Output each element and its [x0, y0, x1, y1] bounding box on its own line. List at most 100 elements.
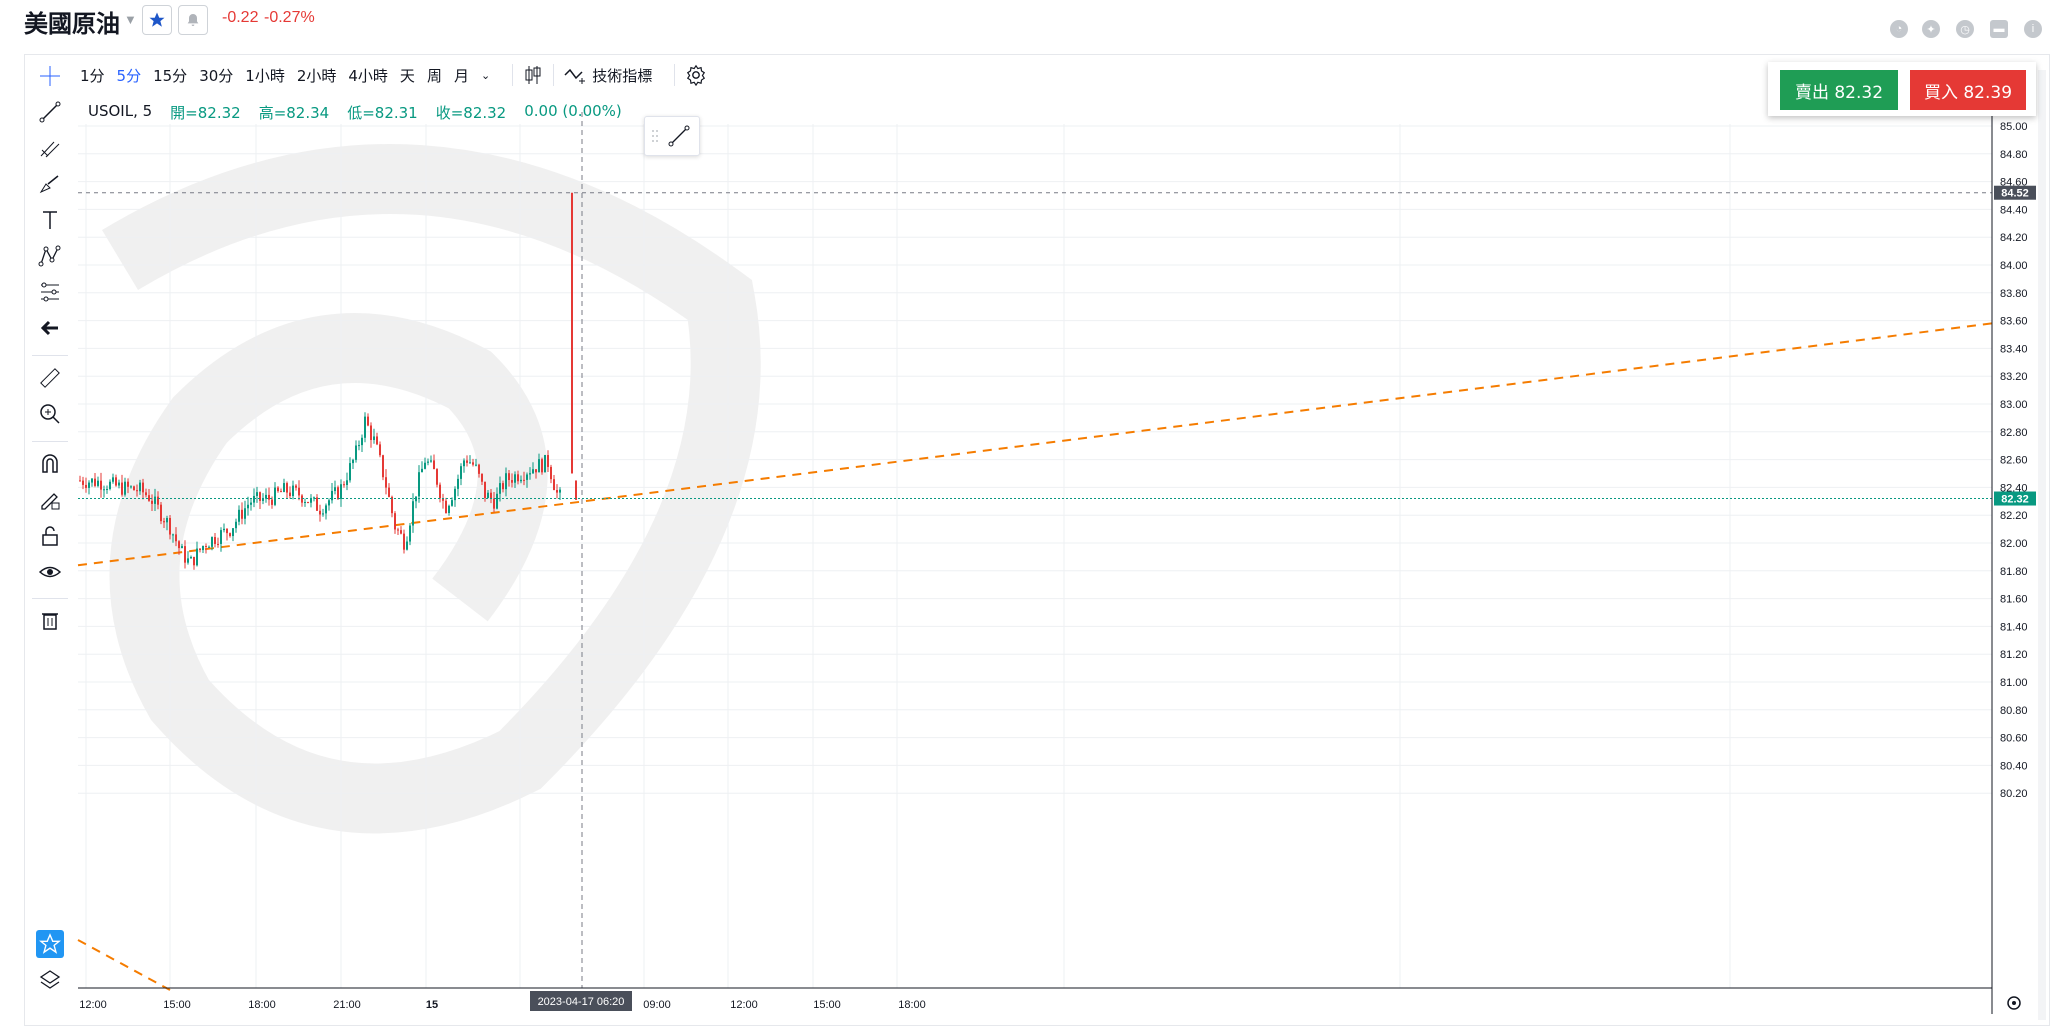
- candle-body: [424, 462, 426, 469]
- timeframe-day[interactable]: 天: [399, 66, 415, 85]
- price-tick-label: 80.60: [2000, 733, 2028, 745]
- text-tool-icon[interactable]: [36, 206, 64, 234]
- brush-tool-icon[interactable]: [36, 170, 64, 198]
- price-tick-label: 80.80: [2000, 705, 2028, 717]
- timeframe-1h[interactable]: 1小時: [245, 66, 285, 85]
- zoom-in-icon[interactable]: [36, 400, 64, 428]
- chevron-down-icon[interactable]: ▼: [124, 12, 137, 27]
- price-tick-label: 82.40: [2000, 482, 2028, 494]
- candle-body: [502, 483, 504, 490]
- candle-body: [94, 478, 96, 486]
- indicators-icon[interactable]: [564, 66, 588, 84]
- candle-body: [373, 436, 375, 441]
- magnet-icon[interactable]: [36, 450, 64, 478]
- trend-line-tool-icon[interactable]: [645, 117, 699, 155]
- candle-body: [247, 504, 249, 509]
- price-tick-label: 84.00: [2000, 260, 2028, 272]
- timeframe-2h[interactable]: 2小時: [296, 66, 337, 85]
- legend-close: 收=82.32: [435, 104, 507, 122]
- sell-button[interactable]: 賣出 82.32: [1780, 70, 1898, 110]
- favorite-star-button[interactable]: [142, 5, 172, 35]
- layers-icon[interactable]: [36, 966, 64, 994]
- time-tick-label: 12:00: [79, 999, 107, 1011]
- time-tick-label: 18:00: [248, 999, 276, 1011]
- candle-body: [298, 487, 300, 496]
- candle-body: [469, 462, 471, 464]
- measure-tool-icon[interactable]: [36, 278, 64, 306]
- pattern-tool-icon[interactable]: [36, 242, 64, 270]
- unlock-icon[interactable]: [36, 522, 64, 550]
- candle-body: [367, 416, 369, 426]
- price-tick-label: 83.60: [2000, 316, 2028, 328]
- timeframe-1m[interactable]: 1分: [80, 66, 105, 85]
- timeframe-week[interactable]: 周: [426, 66, 442, 85]
- back-arrow-icon[interactable]: [36, 314, 64, 342]
- crosshair-time-bg: [530, 991, 632, 1011]
- candle-body: [457, 478, 459, 489]
- candle-body: [79, 480, 81, 482]
- candle-body: [460, 466, 462, 479]
- eye-icon[interactable]: [36, 558, 64, 586]
- candle-body: [535, 469, 537, 473]
- candle-body: [85, 484, 87, 488]
- star-icon: [149, 12, 165, 27]
- trend-lines: [77, 322, 1993, 991]
- candle-body: [115, 477, 117, 486]
- symbol-label[interactable]: USOIL, 5: [88, 102, 153, 120]
- candle-body: [538, 459, 540, 473]
- right-scroll-strip[interactable]: [2038, 70, 2046, 1020]
- compass-icon[interactable]: ✦: [1922, 20, 1940, 38]
- candle-body: [544, 455, 546, 473]
- clock-icon[interactable]: ◷: [1956, 20, 1974, 38]
- candle-body: [100, 480, 102, 490]
- toolbar-divider: [32, 598, 68, 599]
- price-axis: 85.00 84.80 84.60 84.40 84.20 84.00 83.80 83.60…: [1991, 114, 2028, 1014]
- candle-body: [82, 480, 84, 485]
- candlestick-type-icon[interactable]: [523, 64, 543, 86]
- timeframe-5m[interactable]: 5分: [116, 66, 142, 85]
- legend-change: 0.00 (0.00%): [524, 102, 622, 120]
- trend-line-lower[interactable]: [77, 939, 171, 991]
- candle-body: [274, 487, 276, 505]
- alert-bell-button[interactable]: [178, 5, 208, 35]
- axis-settings-gear-icon[interactable]: [2007, 996, 2021, 1010]
- fib-tool-icon[interactable]: [36, 134, 64, 162]
- candle-body: [463, 460, 465, 467]
- candle-body: [133, 486, 135, 491]
- lock-drawing-icon[interactable]: [36, 486, 64, 514]
- legend-open: 開=82.32: [170, 104, 241, 122]
- chart-overlays: 84.52 82.32 2023-04-17 06:20: [78, 70, 2046, 1020]
- trash-icon[interactable]: [36, 606, 64, 634]
- candle-body: [340, 484, 342, 499]
- chevron-down-icon[interactable]: ⌄: [480, 68, 491, 82]
- timeframe-30m[interactable]: 30分: [199, 66, 234, 85]
- timeframe-4h[interactable]: 4小時: [348, 66, 388, 85]
- candle-body: [121, 482, 123, 495]
- buy-button[interactable]: 買入 82.39: [1910, 70, 2026, 110]
- ruler-icon[interactable]: [36, 364, 64, 392]
- toolbar-divider: [553, 64, 555, 86]
- trend-line-upper[interactable]: [77, 322, 1993, 567]
- candle-body: [454, 488, 456, 501]
- candle-body: [328, 500, 330, 506]
- candle-body: [520, 479, 522, 482]
- candle-body: [358, 445, 360, 447]
- crosshair-tool-icon[interactable]: [36, 62, 64, 90]
- candle-body: [97, 480, 99, 486]
- pie-chart-icon[interactable]: ◔: [1890, 20, 1908, 38]
- floating-drawing-toolbar[interactable]: [644, 116, 700, 156]
- settings-gear-icon[interactable]: [685, 64, 707, 86]
- timeframe-15m[interactable]: 15分: [153, 66, 188, 85]
- info-icon[interactable]: i: [2024, 20, 2042, 38]
- candle-body: [205, 545, 207, 547]
- timeframe-month[interactable]: 月: [453, 66, 469, 85]
- trend-line-tool-icon[interactable]: [36, 98, 64, 126]
- candle-body: [169, 517, 171, 535]
- indicators-button[interactable]: 技術指標: [592, 66, 653, 85]
- time-tick-label: 21:00: [333, 999, 361, 1011]
- calendar-icon[interactable]: ▬: [1990, 20, 2008, 38]
- candle-body: [499, 483, 501, 494]
- candle-body: [229, 533, 231, 537]
- favorites-star-icon[interactable]: [36, 930, 64, 958]
